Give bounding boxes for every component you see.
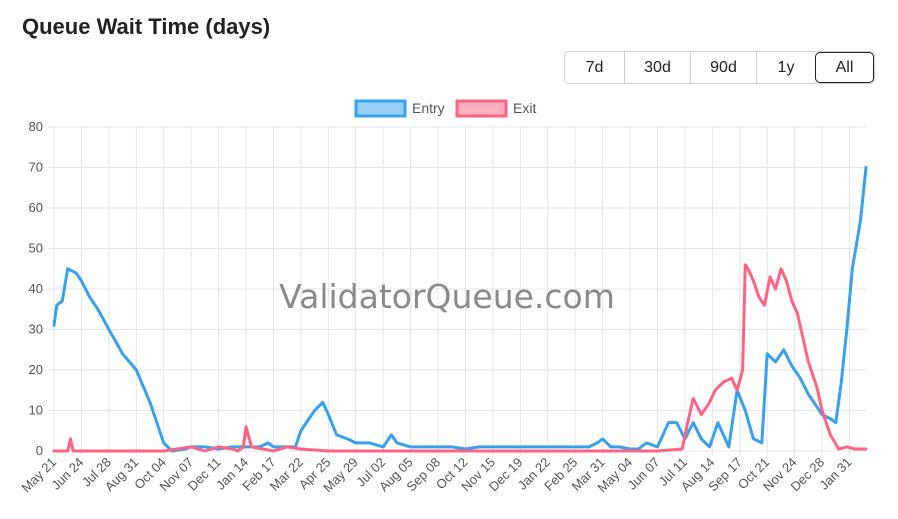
range-1y-button[interactable]: 1y — [756, 52, 815, 83]
range-90d-button[interactable]: 90d — [690, 52, 756, 83]
page-title: Queue Wait Time (days) — [22, 14, 271, 39]
legend-label-exit: Exit — [513, 100, 536, 116]
y-tick-label: 30 — [29, 322, 43, 337]
y-tick-label: 80 — [29, 119, 43, 134]
series-layer — [52, 166, 868, 453]
watermark-layer: ValidatorQueue.com — [279, 277, 615, 316]
y-tick-label: 0 — [36, 443, 43, 458]
legend-label-entry: Entry — [412, 100, 445, 116]
y-tick-label: 40 — [29, 281, 43, 296]
chart-grid — [48, 126, 866, 456]
y-tick-label: 10 — [29, 403, 43, 418]
y-tick-label: 60 — [29, 200, 43, 215]
legend-swatch-exit — [455, 99, 508, 118]
y-tick-label: 20 — [29, 362, 43, 377]
y-axis-labels: 0 10 20 30 40 50 60 70 80 — [29, 119, 43, 458]
y-tick-label: 70 — [29, 160, 43, 175]
y-tick-label: 50 — [29, 241, 43, 256]
x-tick-label: May 21 — [18, 455, 59, 496]
range-30d-button[interactable]: 30d — [624, 52, 690, 83]
series-line-exit — [52, 263, 868, 453]
legend-swatch-entry — [354, 99, 407, 118]
time-range-selector: 7d 30d 90d 1y All — [564, 51, 875, 84]
range-all-button[interactable]: All — [815, 52, 874, 83]
watermark: ValidatorQueue.com — [279, 277, 615, 316]
chart-legend: Entry Exit — [354, 99, 536, 118]
wait-time-chart: ValidatorQueue.com 0 10 20 30 40 50 60 70 80 May… — [18, 99, 868, 496]
range-7d-button[interactable]: 7d — [565, 52, 624, 83]
